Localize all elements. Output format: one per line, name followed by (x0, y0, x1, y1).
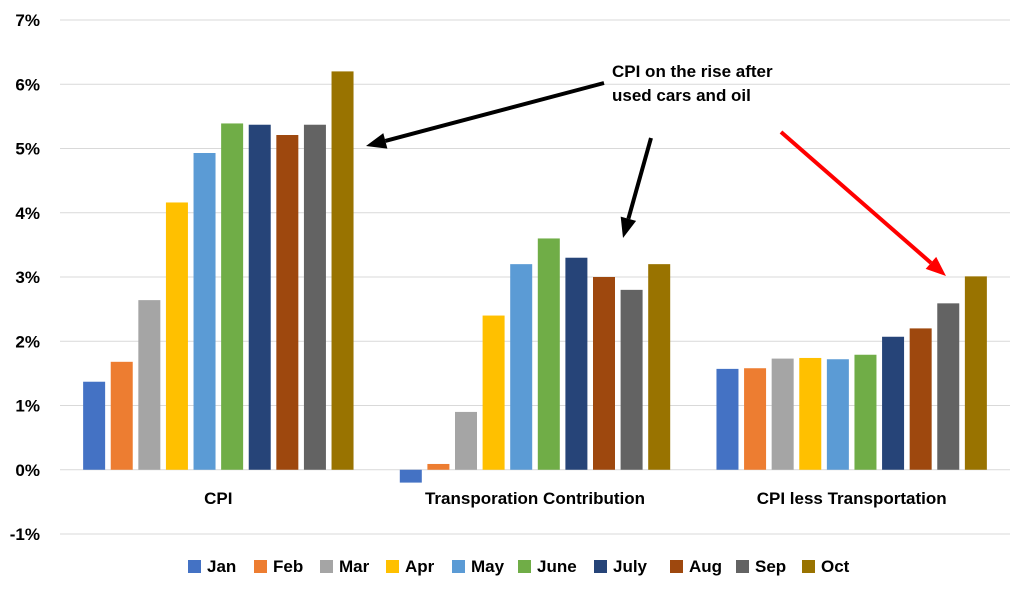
legend-label: Mar (339, 557, 370, 576)
arrow-to-cpi-less-transportation (779, 130, 946, 276)
bar-oct-1 (331, 71, 354, 470)
bar-mar-2 (455, 411, 477, 470)
bar-jan-1 (83, 381, 106, 470)
legend-swatch (736, 560, 749, 573)
legend-item-feb: Feb (254, 557, 303, 576)
legend-swatch (518, 560, 531, 573)
bar-may-1 (193, 152, 216, 470)
bars (83, 71, 987, 483)
bar-oct-3 (964, 276, 987, 470)
legend-label: July (613, 557, 648, 576)
legend-item-june: June (518, 557, 577, 576)
legend-swatch (320, 560, 333, 573)
legend-item-oct: Oct (802, 557, 850, 576)
y-tick-label: 2% (15, 332, 40, 351)
bar-may-2 (510, 264, 533, 470)
legend-item-apr: Apr (386, 557, 435, 576)
y-tick-label: 0% (15, 461, 40, 480)
bar-june-2 (537, 238, 560, 470)
arrows (366, 81, 946, 276)
legend-swatch (594, 560, 607, 573)
category-label: CPI (204, 489, 232, 508)
legend-label: Jan (207, 557, 236, 576)
bar-aug-1 (276, 135, 299, 470)
bar-july-3 (882, 336, 905, 470)
category-label: CPI less Transportation (757, 489, 947, 508)
arrow-to-transportation-shaft (626, 137, 653, 220)
bar-june-3 (854, 354, 877, 470)
bar-sep-1 (303, 124, 326, 470)
legend-swatch (670, 560, 683, 573)
legend-label: Apr (405, 557, 435, 576)
bar-sep-2 (620, 289, 643, 470)
category-label: Transporation Contribution (425, 489, 645, 508)
y-tick-label: 6% (15, 75, 40, 94)
legend-swatch (452, 560, 465, 573)
y-tick-label: 3% (15, 268, 40, 287)
bar-jan-3 (716, 368, 739, 470)
y-tick-label: -1% (10, 525, 40, 544)
bar-june-1 (221, 123, 244, 470)
arrow-to-transportation-head (620, 216, 637, 238)
legend-label: June (537, 557, 577, 576)
y-axis-ticks: -1% 0% 1% 2% 3% 4% 5% 6% 7% (10, 11, 40, 544)
legend-label: May (471, 557, 505, 576)
bar-feb-2 (427, 463, 450, 470)
arrow-to-cpi (366, 81, 605, 149)
legend-swatch (188, 560, 201, 573)
annotation: CPI on the rise after used cars and oil (612, 62, 773, 105)
legend-swatch (386, 560, 399, 573)
legend: Jan Feb Mar Apr May June July Aug Sep Oct (188, 557, 850, 576)
category-labels: CPI Transporation Contribution CPI less Tr… (204, 489, 946, 508)
bar-mar-1 (138, 300, 161, 470)
bar-apr-1 (165, 202, 188, 470)
bar-sep-3 (937, 303, 960, 470)
y-tick-label: 4% (15, 204, 40, 223)
legend-label: Oct (821, 557, 850, 576)
y-tick-label: 7% (15, 11, 40, 30)
legend-item-jan: Jan (188, 557, 236, 576)
legend-swatch (254, 560, 267, 573)
bar-oct-2 (648, 264, 671, 470)
arrow-to-cpi-shaft (384, 81, 605, 143)
bar-jan-2 (399, 469, 422, 483)
arrow-to-transportation (620, 137, 653, 238)
legend-item-july: July (594, 557, 648, 576)
legend-item-may: May (452, 557, 505, 576)
bar-feb-3 (744, 368, 767, 470)
y-tick-label: 1% (15, 397, 40, 416)
bar-july-2 (565, 257, 588, 470)
bar-apr-2 (482, 315, 505, 470)
legend-swatch (802, 560, 815, 573)
bar-aug-3 (909, 328, 932, 470)
legend-item-aug: Aug (670, 557, 722, 576)
y-tick-label: 5% (15, 140, 40, 159)
legend-label: Sep (755, 557, 786, 576)
bar-july-1 (248, 124, 271, 470)
gridlines (60, 19, 1010, 535)
bar-apr-3 (799, 357, 822, 470)
legend-label: Aug (689, 557, 722, 576)
legend-item-sep: Sep (736, 557, 786, 576)
legend-item-mar: Mar (320, 557, 370, 576)
arrow-to-cpi-less-transportation-head (925, 256, 946, 276)
arrow-to-cpi-head (366, 133, 388, 149)
bar-mar-3 (771, 358, 794, 470)
bar-aug-2 (593, 277, 615, 470)
annotation-line-1: CPI on the rise after (612, 62, 773, 81)
arrow-to-cpi-less-transportation-shaft (779, 130, 933, 265)
bar-feb-1 (110, 361, 133, 470)
bar-may-3 (826, 359, 849, 470)
legend-label: Feb (273, 557, 303, 576)
annotation-line-2: used cars and oil (612, 86, 751, 105)
